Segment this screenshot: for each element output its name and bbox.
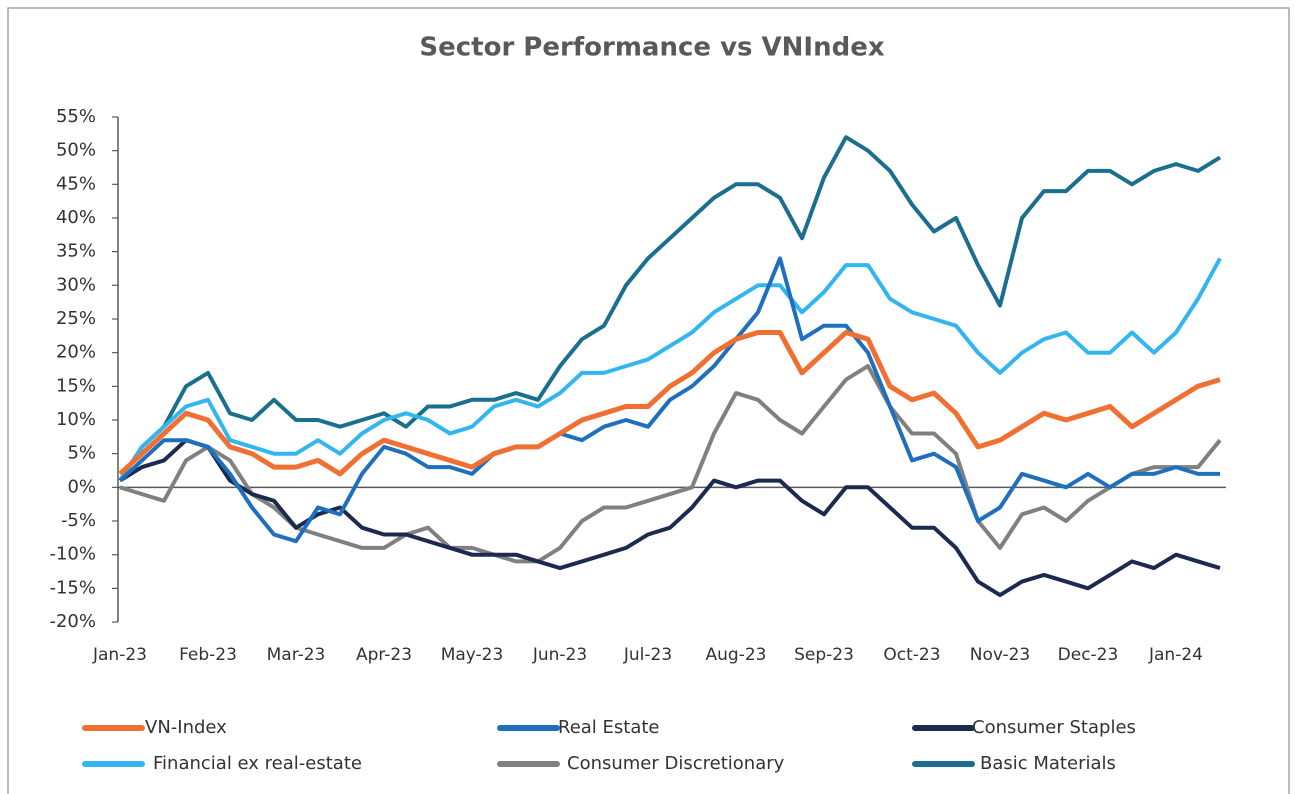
x-tick-label: Aug-23 [706,645,767,665]
chart-title: Sector Performance vs VNIndex [419,33,884,63]
x-tick-label: Oct-23 [883,645,940,665]
series-line [118,135,1222,482]
legend-label: VN-Index [145,717,227,738]
x-tick-label: Jan-23 [92,645,147,665]
y-tick-label: 30% [56,274,96,295]
x-tick-label: May-23 [441,645,504,665]
y-tick-label: -20% [49,611,96,632]
y-tick-label: 15% [56,375,96,396]
x-tick-label: Nov-23 [970,645,1031,665]
y-tick-label: 45% [56,173,96,194]
y-tick-label: 10% [56,409,96,430]
x-tick-label: Mar-23 [267,645,326,665]
x-tick-label: Jul-23 [623,645,672,665]
series-line [118,257,1222,482]
x-tick-label: Apr-23 [356,645,412,665]
series-line [118,438,1221,598]
series-line [118,256,1220,544]
x-tick-label: Jan-24 [1148,645,1203,665]
y-tick-label: 55% [56,106,96,127]
x-tick-label: Jun-23 [532,645,587,665]
series-line [118,330,1221,477]
legend-label: Consumer Discretionary [567,753,785,774]
y-tick-label: -15% [49,577,96,598]
y-tick-label: 5% [67,443,96,464]
y-tick-label: 25% [56,308,96,329]
legend-label: Financial ex real-estate [153,753,362,774]
y-tick-label: -5% [61,510,96,531]
legend-label: Real Estate [558,717,660,738]
legend-label: Basic Materials [980,753,1116,774]
y-tick-label: 50% [56,140,96,161]
x-tick-label: Feb-23 [179,645,237,665]
y-tick-label: -10% [49,544,96,565]
y-tick-label: 0% [67,476,96,497]
y-tick-label: 35% [56,241,96,262]
y-tick-label: 20% [56,342,96,363]
x-tick-label: Dec-23 [1058,645,1119,665]
legend-label: Consumer Staples [972,717,1136,738]
y-tick-label: 40% [56,207,96,228]
x-tick-label: Sep-23 [794,645,854,665]
